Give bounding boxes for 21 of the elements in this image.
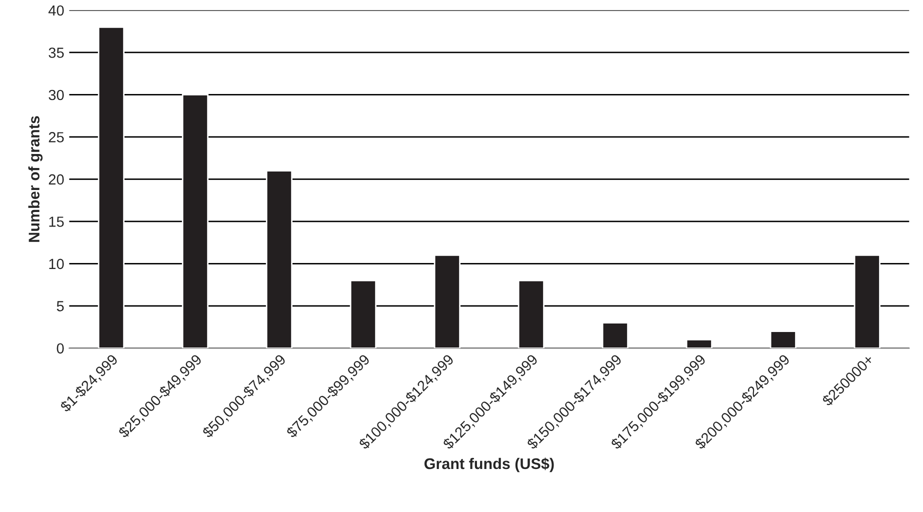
- bar: [854, 254, 880, 348]
- bar: [182, 94, 209, 348]
- bar: [518, 280, 544, 348]
- y-tick-label: 40: [48, 5, 64, 16]
- y-tick-label: 0: [56, 343, 64, 354]
- bar: [770, 330, 796, 348]
- bar: [266, 170, 292, 348]
- y-tick-label: 35: [48, 48, 64, 58]
- y-axis-title: Number of grants: [28, 116, 43, 242]
- y-tick-label: 15: [49, 216, 64, 227]
- x-axis-title: Grant funds (US$): [424, 458, 554, 472]
- y-tick-label: 25: [48, 132, 64, 142]
- y-tick-label: 30: [48, 90, 64, 100]
- y-tick-label: 20: [48, 174, 64, 185]
- y-tick-label: 10: [49, 258, 64, 270]
- bar: [686, 339, 712, 348]
- y-tick-label: 5: [56, 301, 64, 312]
- bar: [434, 254, 460, 348]
- bar: [602, 322, 628, 348]
- bar: [98, 26, 125, 348]
- bar: [350, 280, 376, 348]
